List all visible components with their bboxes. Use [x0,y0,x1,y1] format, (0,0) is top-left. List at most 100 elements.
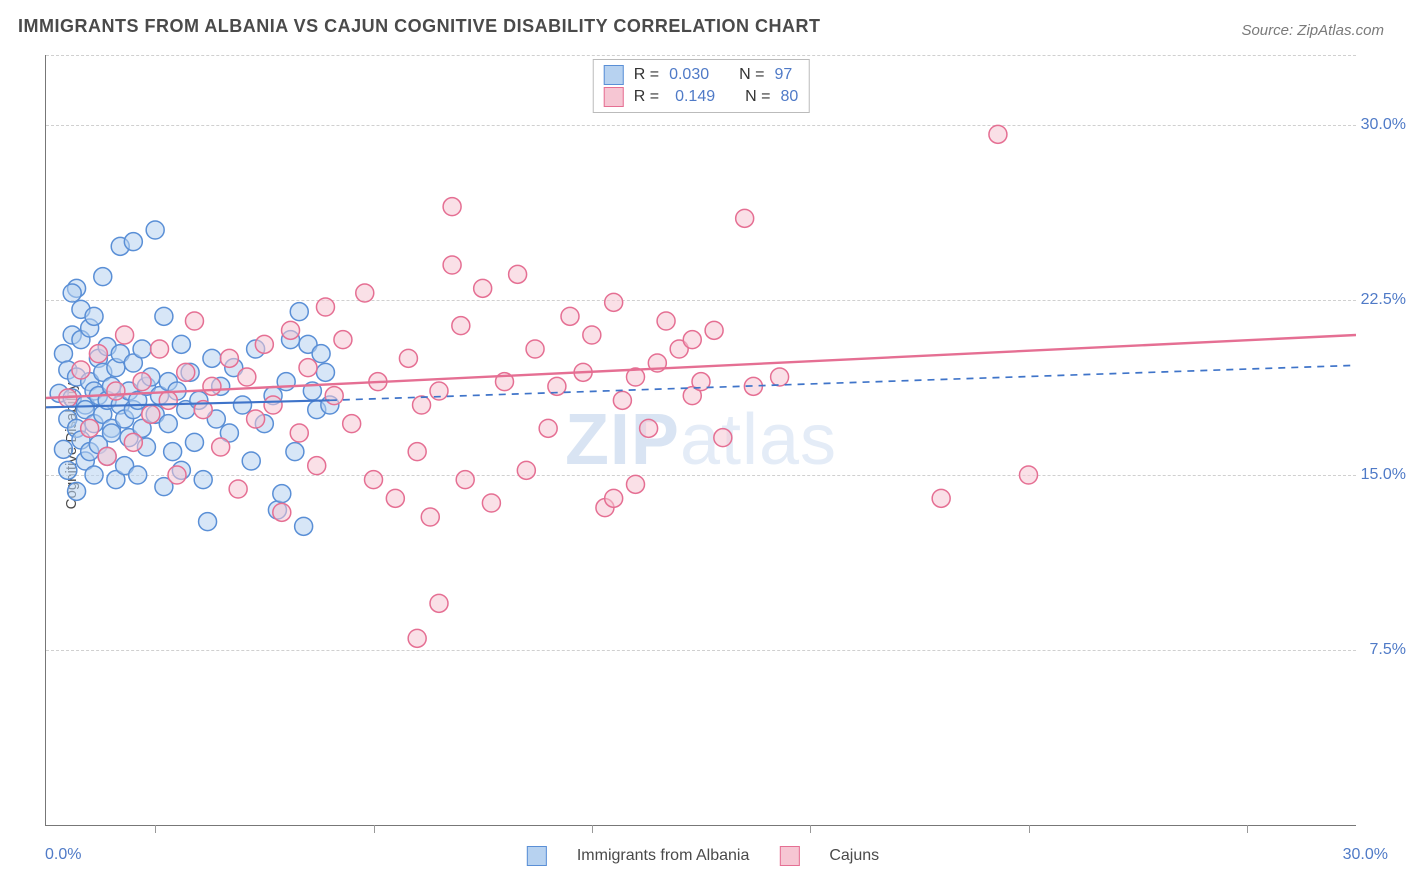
data-point [613,391,631,409]
data-point [277,373,295,391]
data-point [68,482,86,500]
data-point [177,363,195,381]
data-point [343,415,361,433]
r-value-2: 0.149 [669,88,715,106]
data-point [124,233,142,251]
data-point [54,440,72,458]
data-point [290,303,308,321]
chart-title: IMMIGRANTS FROM ALBANIA VS CAJUN COGNITI… [18,16,821,37]
data-point [81,419,99,437]
data-point [365,471,383,489]
data-point [290,424,308,442]
data-point [452,317,470,335]
data-point [443,198,461,216]
data-point [146,221,164,239]
legend-row-2: R = 0.149 N = 80 [604,86,799,108]
data-point [159,415,177,433]
data-point [286,443,304,461]
data-point [164,443,182,461]
x-tick [1247,825,1248,833]
data-point [63,284,81,302]
data-point [640,419,658,437]
data-point [85,307,103,325]
data-point [408,443,426,461]
data-point [561,307,579,325]
x-tick [374,825,375,833]
y-tick-label: 15.0% [1361,466,1406,484]
source-label: Source: ZipAtlas.com [1241,22,1384,39]
data-point [234,396,252,414]
data-point [517,461,535,479]
data-point [399,349,417,367]
data-point [1020,466,1038,484]
chart-area: ZIPatlas R = 0.030 N = 97 R = 0.149 N = … [45,55,1356,826]
data-point [456,471,474,489]
y-tick-label: 7.5% [1370,641,1406,659]
swatch-series2-icon [779,846,799,866]
data-point [509,265,527,283]
data-point [124,433,142,451]
data-point [273,503,291,521]
data-point [443,256,461,274]
data-point [212,438,230,456]
data-point [94,268,112,286]
x-axis-start-label: 0.0% [45,846,81,864]
data-point [325,387,343,405]
data-point [413,396,431,414]
data-point [133,373,151,391]
data-point [334,331,352,349]
data-point [107,382,125,400]
data-point [54,345,72,363]
data-point [657,312,675,330]
data-point [356,284,374,302]
x-tick [592,825,593,833]
data-point [316,298,334,316]
x-tick [1029,825,1030,833]
data-point [255,335,273,353]
swatch-series1-icon [604,65,624,85]
n-value-2: 80 [780,88,798,106]
data-point [72,361,90,379]
data-point [89,345,107,363]
data-point [203,377,221,395]
data-point [408,629,426,647]
x-tick [155,825,156,833]
data-point [85,466,103,484]
data-point [185,433,203,451]
data-point [172,335,190,353]
trend-line-1-dash [330,365,1356,400]
data-point [295,517,313,535]
data-point [203,349,221,367]
data-point [159,391,177,409]
x-tick [810,825,811,833]
data-point [129,466,147,484]
x-axis-end-label: 30.0% [1343,846,1388,864]
data-point [155,307,173,325]
swatch-series1-icon [527,846,547,866]
data-point [539,419,557,437]
y-tick-label: 22.5% [1361,291,1406,309]
data-point [194,471,212,489]
data-point [59,461,77,479]
data-point [247,410,265,428]
data-point [229,480,247,498]
data-point [299,359,317,377]
y-tick-label: 30.0% [1361,116,1406,134]
data-point [605,489,623,507]
data-point [386,489,404,507]
data-point [312,345,330,363]
n-value-1: 97 [774,66,792,84]
data-point [98,447,116,465]
data-point [116,326,134,344]
data-point [133,340,151,358]
data-point [705,321,723,339]
data-point [714,429,732,447]
data-point [273,485,291,503]
data-point [168,466,186,484]
data-point [736,209,754,227]
data-point [242,452,260,470]
data-point [683,331,701,349]
data-point [482,494,500,512]
legend-label-1: Immigrants from Albania [577,847,750,865]
data-point [238,368,256,386]
